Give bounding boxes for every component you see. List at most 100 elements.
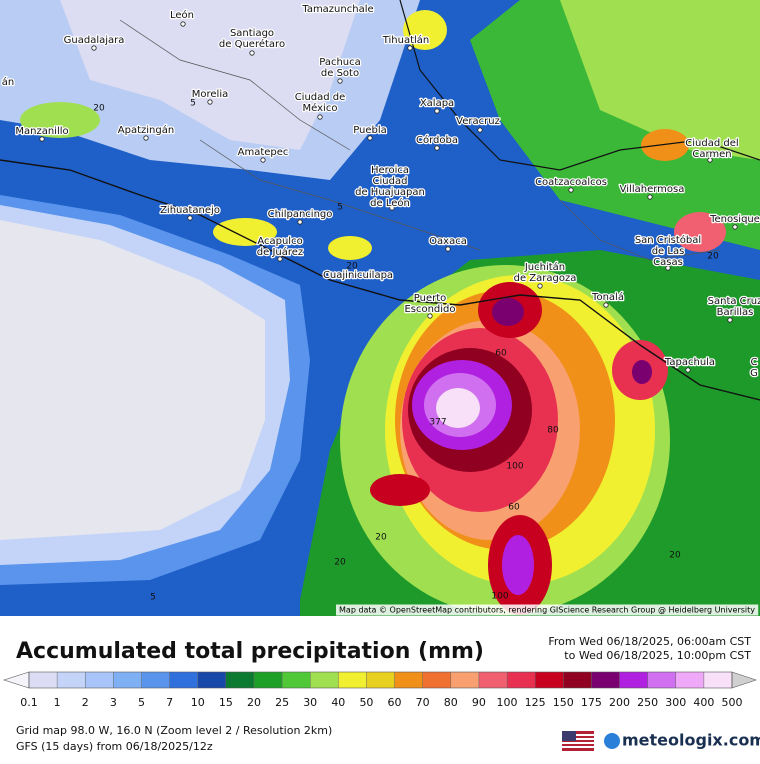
city-dot: [477, 127, 483, 133]
city-label: Oaxaca: [429, 236, 467, 247]
colorbar-label: 125: [525, 696, 546, 709]
contour-label: 20: [375, 533, 387, 543]
city-label: Tihuatlán: [382, 34, 430, 46]
city-dot: [297, 219, 303, 225]
city-label: Casas: [653, 257, 683, 268]
city-label: de Las: [652, 246, 685, 257]
contour-label: 80: [547, 426, 559, 436]
city-label: Juchitán: [524, 261, 565, 273]
city-label: de León: [370, 197, 410, 209]
contour-label: 20: [334, 558, 346, 568]
city-dot: [434, 145, 440, 151]
city-label: Morelia: [192, 89, 228, 100]
colorbar-label: 25: [275, 696, 289, 709]
colorbar-label: 100: [497, 696, 518, 709]
legend-title: Accumulated total precipitation (mm): [16, 639, 484, 664]
city-label: Apatzingán: [118, 124, 174, 136]
city-label: Tamazunchale: [301, 4, 373, 15]
colorbar-label: 80: [444, 696, 458, 709]
contour-label: 60: [508, 503, 520, 513]
colorbar-swatch: [310, 672, 339, 688]
colorbar-label: 50: [359, 696, 373, 709]
city-label: Córdoba: [416, 134, 458, 146]
colorbar-label: 7: [166, 696, 173, 709]
city-dot: [249, 50, 255, 56]
city-label: C: [751, 357, 758, 368]
colorbar: 0.1 1 2 3 5 7 10 15 20 25 30 40 50 60 70 80 90 100 125 150 1…: [3, 671, 757, 709]
city-label: Guadalajara: [64, 35, 125, 46]
colorbar-label: 250: [637, 696, 658, 709]
city-dot: [603, 302, 609, 308]
city-label: Tenosique: [709, 214, 760, 225]
city-dot: [434, 108, 440, 114]
city-dot: [39, 136, 45, 142]
city-label: Tonalá: [591, 291, 624, 303]
colorbar-swatch: [478, 672, 508, 688]
colorbar-label: 10: [191, 696, 205, 709]
colorbar-label: 500: [722, 696, 743, 709]
city-label: Chilpancingo: [268, 209, 333, 220]
city-dot: [537, 283, 543, 289]
city-dot: [707, 157, 713, 163]
colorbar-swatch: [507, 672, 536, 688]
colorbar-swatch: [394, 672, 424, 688]
period-to: to Wed 06/18/2025, 10:00pm CST: [564, 649, 751, 662]
city-dot: [317, 114, 323, 120]
contour-label: 377: [429, 418, 446, 428]
contour-label: 20: [346, 262, 358, 272]
city-label: Pachuca: [319, 57, 361, 68]
colorbar-swatch: [535, 672, 564, 688]
attribution-bg: [336, 604, 759, 616]
city-label: de Huajuapan: [355, 187, 425, 198]
city-label: de Zaragoza: [514, 273, 577, 284]
colorbar-swatch: [591, 672, 621, 688]
city-label: Villahermosa: [620, 184, 685, 195]
colorbar-label: 300: [665, 696, 686, 709]
city-label: Puebla: [353, 125, 387, 136]
colorbar-label: 150: [553, 696, 574, 709]
city-dot: [180, 21, 186, 27]
city-label: Ciudad del: [685, 138, 738, 149]
colorbar-label: 40: [331, 696, 345, 709]
colorbar-arrow-right: [731, 671, 757, 689]
city-dot: [277, 256, 283, 262]
city-label: Heroica: [371, 165, 409, 176]
city-label: Tapachula: [664, 357, 715, 368]
city-label: San Cristóbal: [635, 234, 701, 246]
contour-label: 60: [495, 349, 507, 359]
city-dot: [207, 99, 213, 105]
colorbar-label: 70: [416, 696, 430, 709]
city-label: Escondido: [404, 304, 455, 315]
city-label: Santiago: [230, 28, 274, 39]
city-label: México: [303, 102, 338, 114]
colorbar-arrow-left: [3, 671, 30, 689]
contour-label: 20: [93, 104, 105, 114]
city-label: Veracruz: [456, 116, 500, 127]
city-dot: [327, 271, 333, 277]
colorbar-label: 400: [693, 696, 714, 709]
city-label: de Juárez: [257, 246, 303, 258]
contour-label: 100: [506, 462, 523, 472]
city-dot: [732, 224, 738, 230]
city-dot: [727, 317, 733, 323]
city-label: Cuajinicuilapa: [323, 270, 393, 281]
contour-label: 5: [337, 203, 343, 213]
city-dot: [187, 215, 193, 221]
city-label: Santa Cruz: [708, 296, 760, 307]
city-dot: [337, 78, 343, 84]
city-label: Xalapa: [420, 98, 454, 109]
colorbar-swatch: [57, 672, 86, 688]
city-label: án: [2, 76, 14, 88]
colorbar-swatch: [338, 672, 367, 688]
colorbar-swatch: [282, 672, 311, 688]
contour-label: 20: [707, 252, 719, 262]
city-dot: [91, 45, 97, 51]
colorbar-label: 90: [472, 696, 486, 709]
city-label: León: [170, 9, 194, 21]
contour-label: 5: [190, 99, 196, 109]
colorbar-swatch: [703, 672, 733, 688]
colorbar-swatch: [450, 672, 480, 688]
city-dot: [568, 187, 574, 193]
